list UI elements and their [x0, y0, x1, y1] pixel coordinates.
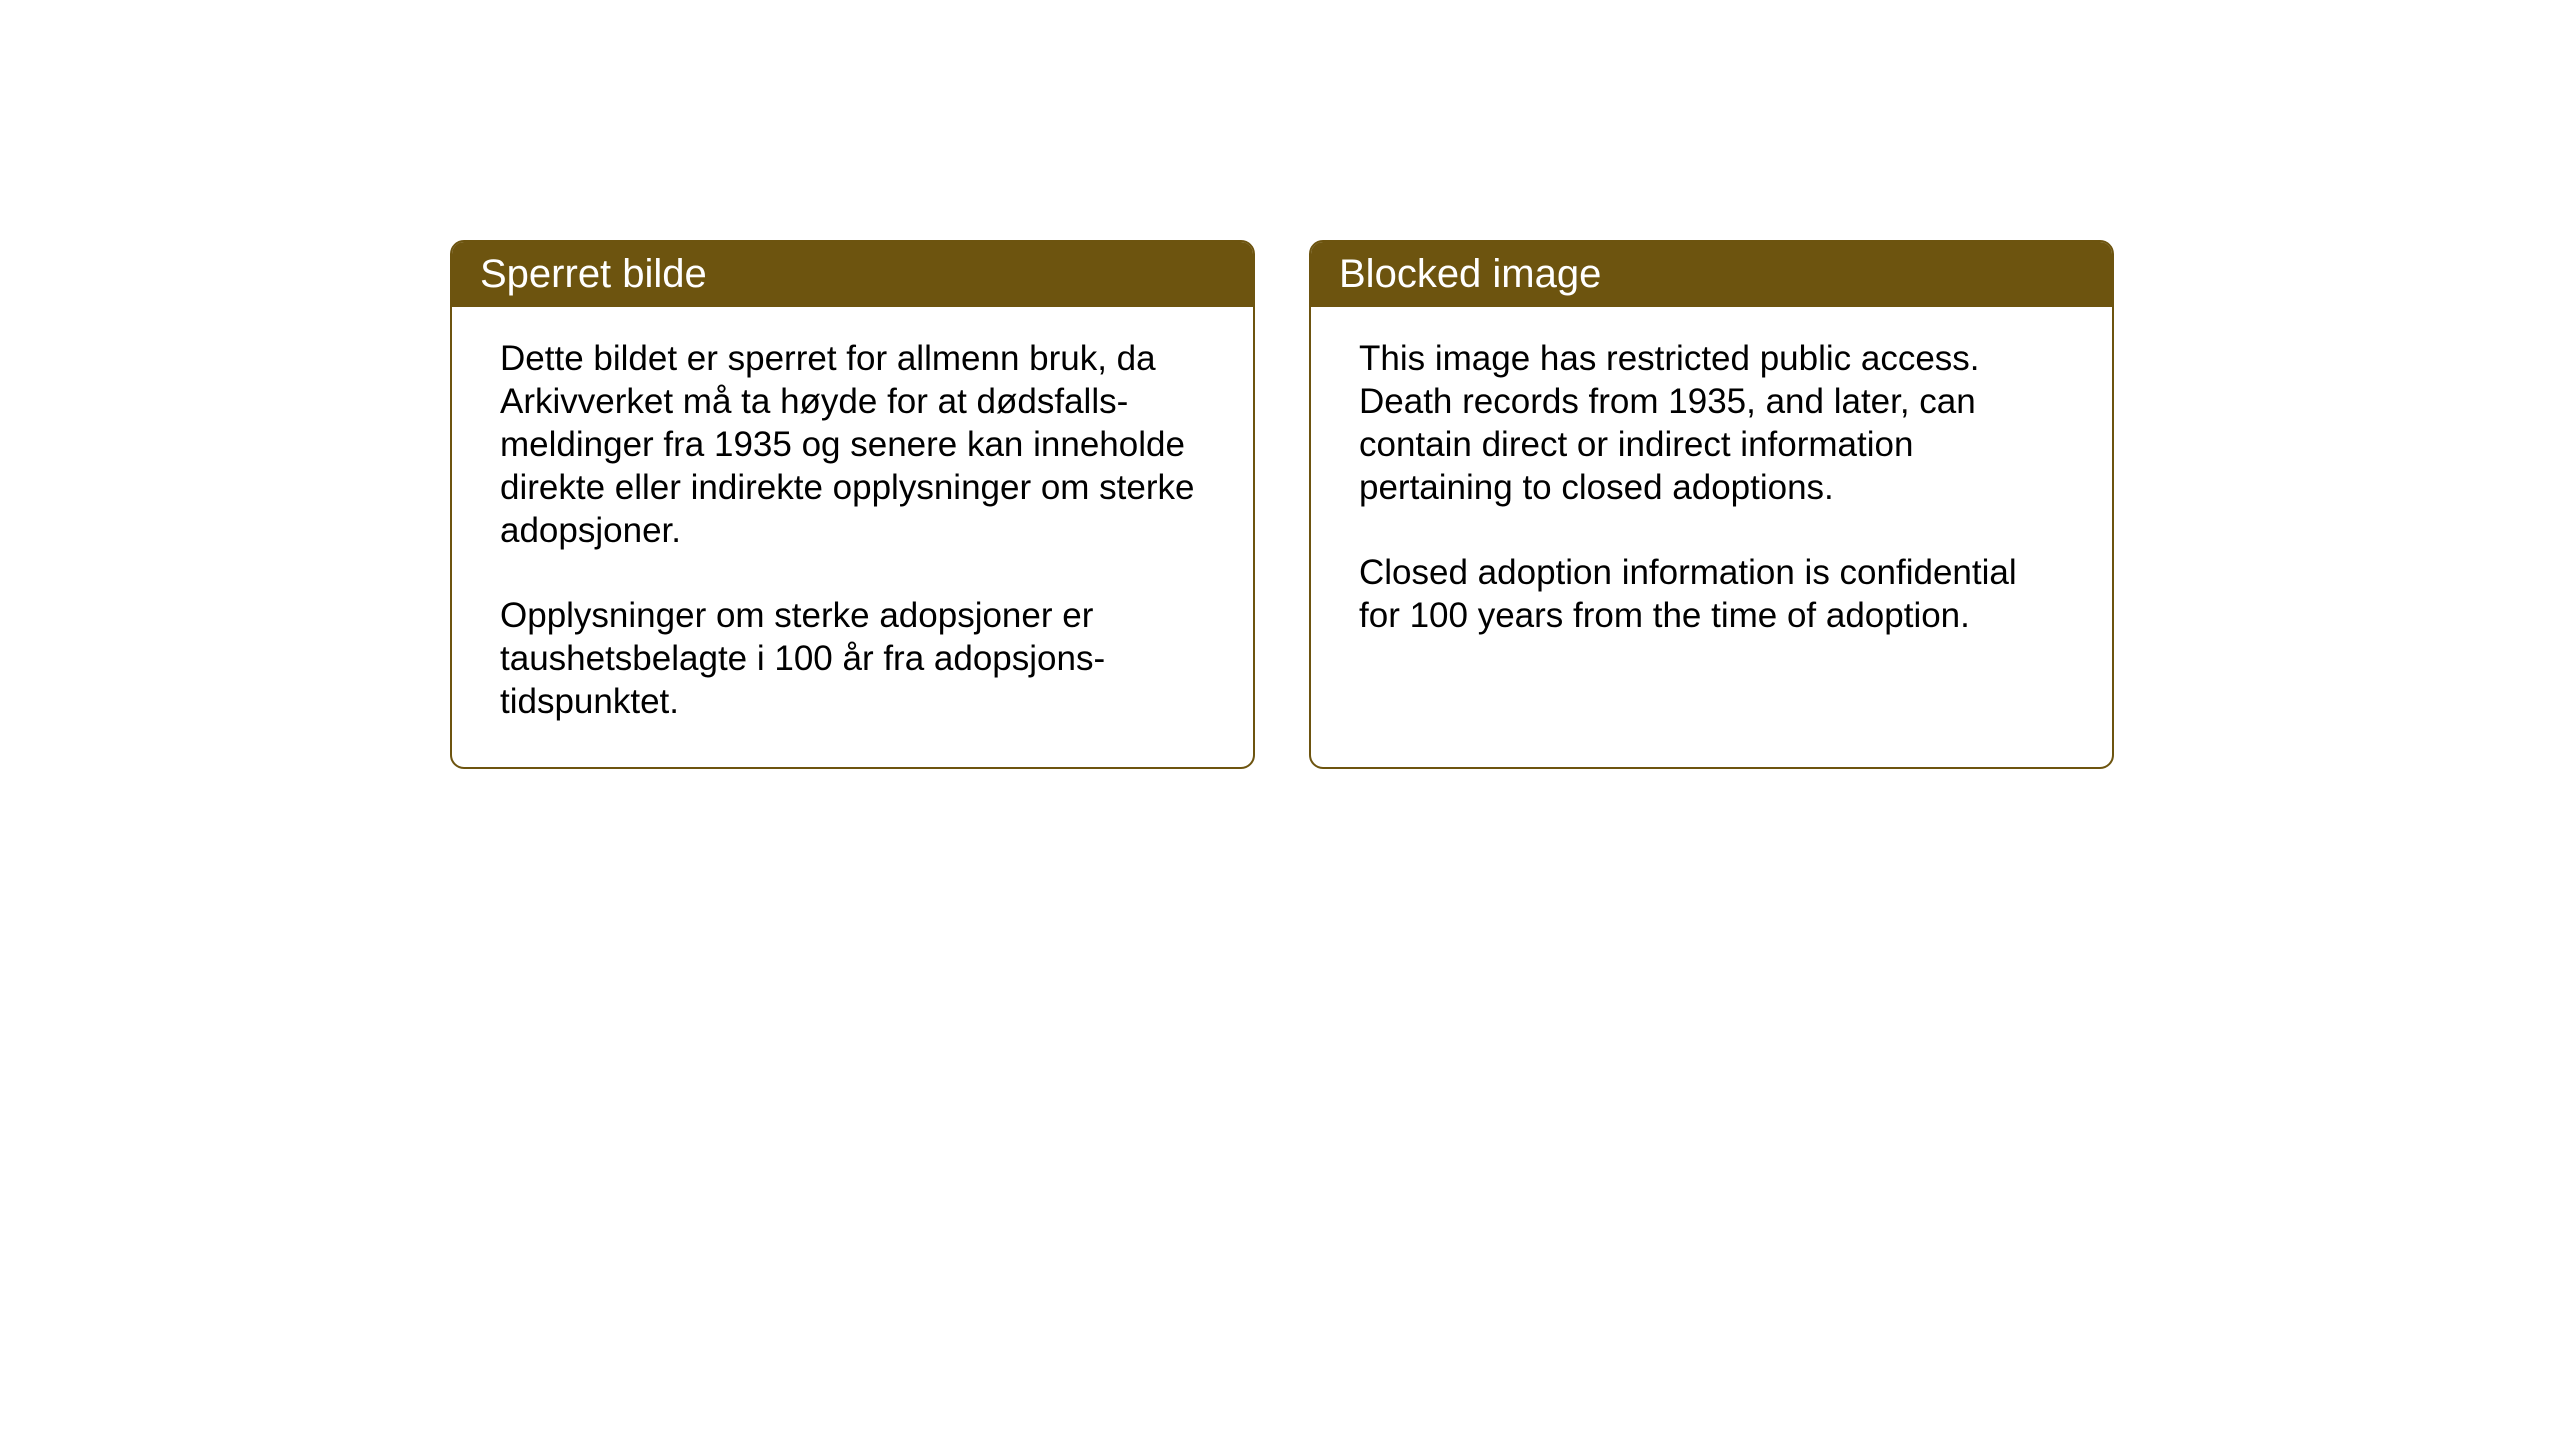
notice-paragraph-2-english: Closed adoption information is confident…: [1359, 551, 2064, 637]
notice-paragraph-1-norwegian: Dette bildet er sperret for allmenn bruk…: [500, 337, 1205, 552]
notice-header-english: Blocked image: [1311, 242, 2112, 307]
notice-box-english: Blocked image This image has restricted …: [1309, 240, 2114, 769]
notice-box-norwegian: Sperret bilde Dette bildet er sperret fo…: [450, 240, 1255, 769]
notice-paragraph-1-english: This image has restricted public access.…: [1359, 337, 2064, 509]
notice-body-norwegian: Dette bildet er sperret for allmenn bruk…: [452, 307, 1253, 767]
notice-header-norwegian: Sperret bilde: [452, 242, 1253, 307]
notice-body-english: This image has restricted public access.…: [1311, 307, 2112, 681]
notice-paragraph-2-norwegian: Opplysninger om sterke adopsjoner er tau…: [500, 594, 1205, 723]
notice-container: Sperret bilde Dette bildet er sperret fo…: [450, 240, 2114, 769]
